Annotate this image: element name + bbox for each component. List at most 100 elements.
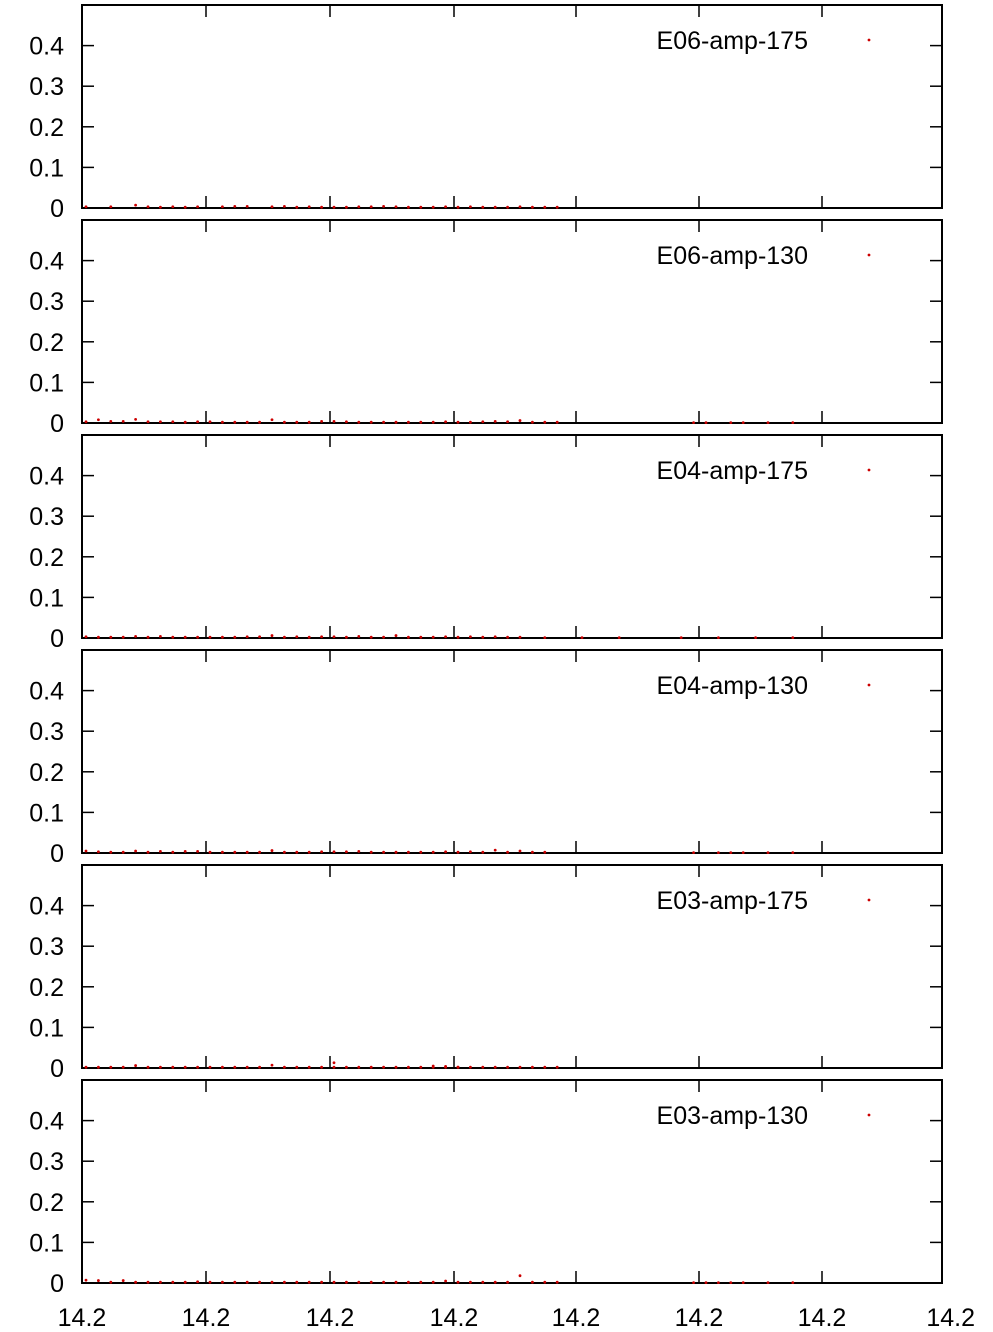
data-point: [121, 1065, 125, 1069]
data-point: [121, 419, 125, 423]
data-point: [221, 205, 224, 209]
data-point: [121, 1279, 125, 1282]
data-point: [208, 635, 212, 639]
data-point: [295, 420, 299, 424]
data-point: [332, 419, 336, 423]
data-point: [481, 635, 485, 639]
y-tick-label: 0.1: [29, 154, 64, 182]
legend-label: E03-amp-130: [657, 1102, 808, 1130]
y-tick-label: 0.2: [29, 759, 64, 787]
data-point: [134, 1064, 138, 1067]
x-tick-label: 14.2: [552, 1304, 601, 1332]
data-point: [456, 205, 460, 209]
legend-label: E04-amp-175: [657, 457, 808, 485]
data-point: [679, 636, 683, 639]
data-point: [84, 1065, 88, 1069]
data-point: [233, 204, 237, 208]
data-point: [245, 850, 249, 854]
data-point: [134, 849, 138, 853]
data-point: [146, 205, 150, 209]
data-point: [97, 1065, 100, 1069]
legend-label: E03-amp-175: [657, 887, 808, 915]
legend-label: E04-amp-130: [657, 672, 808, 700]
data-point: [444, 850, 447, 854]
data-point: [97, 418, 100, 422]
data-point: [369, 420, 373, 424]
data-point: [295, 1065, 299, 1069]
data-point: [332, 1061, 336, 1065]
data-point: [221, 635, 224, 639]
data-point: [506, 635, 509, 639]
data-point: [394, 420, 398, 424]
data-point: [196, 1280, 200, 1284]
data-point: [357, 420, 361, 424]
data-point: [369, 1065, 373, 1069]
x-tick-label: 14.2: [798, 1304, 847, 1332]
data-point: [506, 205, 509, 209]
y-tick-label: 0.3: [29, 73, 64, 101]
data-point: [159, 634, 162, 638]
data-point: [543, 420, 547, 424]
data-point: [543, 1065, 547, 1069]
panel-frame: [81, 649, 943, 854]
data-point: [481, 420, 485, 424]
data-point: [493, 1065, 497, 1069]
data-point: [171, 635, 175, 639]
data-point: [419, 205, 423, 209]
data-point: [407, 850, 410, 854]
data-point: [270, 849, 274, 852]
data-point: [84, 635, 88, 639]
data-point: [307, 1280, 311, 1284]
data-point: [97, 1279, 100, 1282]
data-point: [543, 1280, 547, 1284]
data-point: [469, 1280, 472, 1284]
data-point: [531, 420, 534, 424]
y-tick-label: 0.3: [29, 933, 64, 961]
y-tick-label: 0.1: [29, 799, 64, 827]
y-tick-label: 0.4: [29, 463, 64, 491]
data-point: [171, 420, 175, 424]
data-point: [431, 205, 435, 209]
data-point: [431, 420, 435, 424]
data-point: [407, 635, 410, 639]
data-point: [506, 420, 509, 424]
data-point: [307, 1065, 311, 1069]
legend-marker: [867, 253, 871, 257]
data-point: [357, 1065, 361, 1069]
legend-marker: [867, 468, 871, 472]
data-point: [258, 420, 261, 424]
y-tick-label: 0.1: [29, 1229, 64, 1257]
y-tick-label: 0.3: [29, 288, 64, 316]
data-point: [183, 635, 187, 639]
data-point: [320, 850, 323, 854]
data-point: [332, 635, 336, 639]
data-point: [270, 634, 274, 637]
data-point: [444, 1064, 447, 1068]
data-point: [109, 850, 113, 854]
data-point: [394, 1065, 398, 1069]
data-point: [196, 420, 200, 424]
data-point: [766, 1281, 770, 1284]
data-point: [555, 420, 559, 424]
data-point: [357, 205, 361, 209]
data-point: [419, 1280, 423, 1284]
data-point: [357, 849, 361, 853]
data-point: [183, 849, 187, 853]
data-point: [741, 851, 745, 854]
data-point: [109, 205, 113, 209]
y-tick-label: 0: [50, 625, 64, 653]
data-point: [692, 1281, 695, 1284]
data-point: [481, 1065, 485, 1069]
data-point: [717, 636, 720, 639]
data-point: [382, 850, 385, 854]
y-tick-label: 0: [50, 410, 64, 438]
data-point: [419, 1065, 423, 1069]
data-point: [283, 420, 286, 424]
data-point: [183, 420, 187, 424]
x-tick-label: 14.2: [58, 1304, 107, 1332]
data-point: [171, 1280, 175, 1284]
data-point: [382, 204, 385, 208]
data-point: [283, 1065, 286, 1069]
data-point: [493, 419, 497, 423]
legend-label: E06-amp-175: [657, 27, 808, 55]
